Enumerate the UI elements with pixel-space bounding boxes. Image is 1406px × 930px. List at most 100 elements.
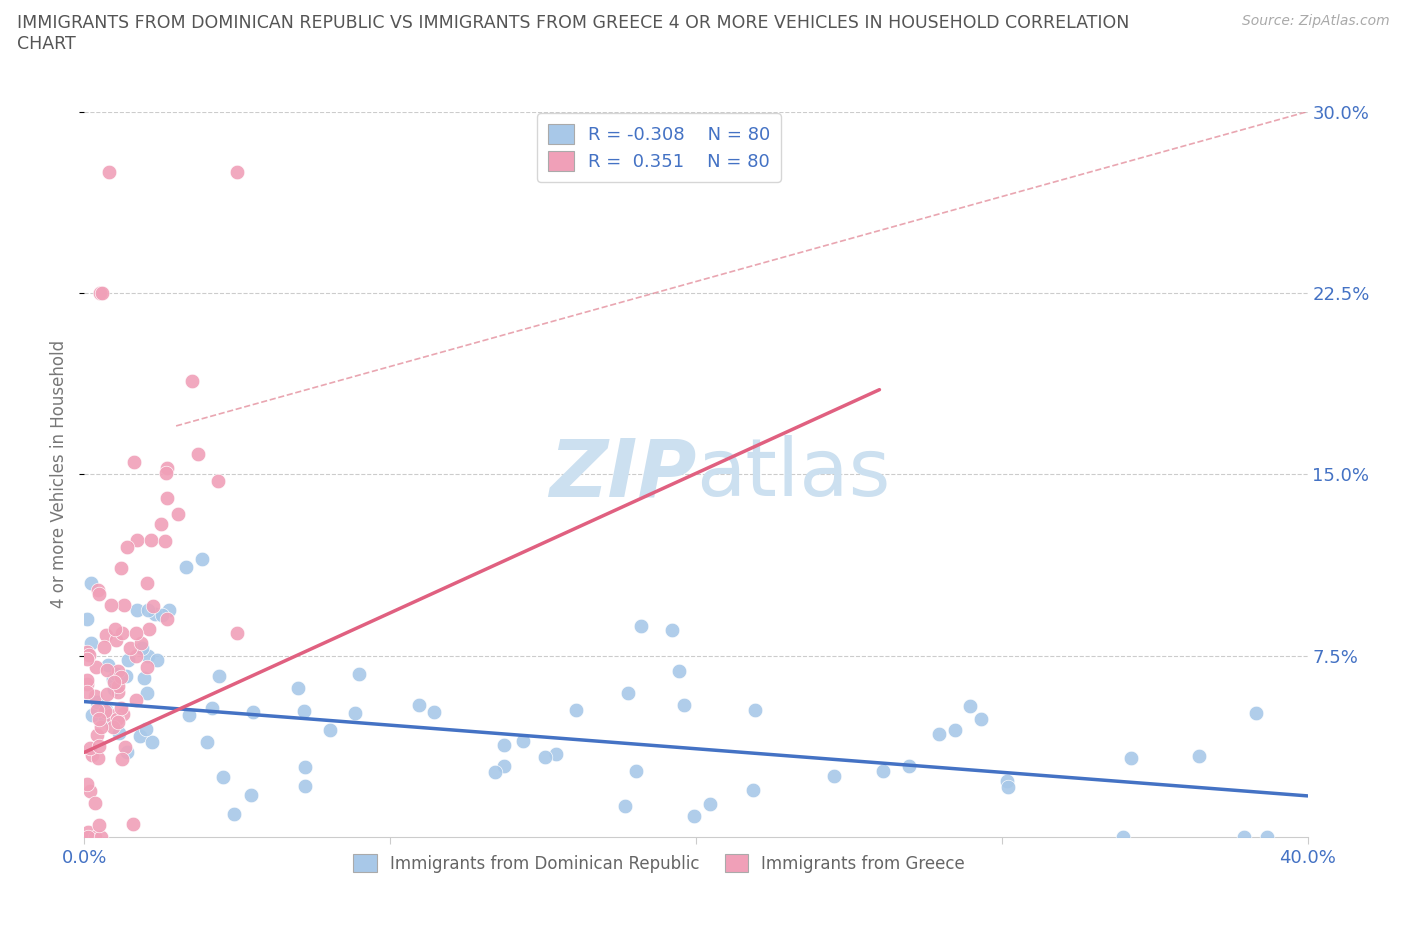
- Point: [79, 635, 101, 650]
- Point: [1256, 830, 1278, 844]
- Point: [94, 628, 117, 643]
- Text: ZIP: ZIP: [548, 435, 696, 513]
- Point: [146, 653, 169, 668]
- Point: [344, 705, 367, 720]
- Point: [997, 780, 1019, 795]
- Point: [156, 612, 179, 627]
- Point: [105, 632, 128, 647]
- Point: [96, 702, 118, 717]
- Point: [128, 728, 150, 743]
- Point: [129, 635, 152, 650]
- Point: [212, 769, 235, 784]
- Point: [292, 704, 315, 719]
- Point: [626, 764, 648, 778]
- Text: IMMIGRANTS FROM DOMINICAN REPUBLIC VS IMMIGRANTS FROM GREECE 4 OR MORE VEHICLES : IMMIGRANTS FROM DOMINICAN REPUBLIC VS IM…: [17, 14, 1129, 32]
- Point: [77, 824, 100, 839]
- Point: [614, 798, 637, 813]
- Point: [101, 720, 124, 735]
- Point: [207, 473, 229, 488]
- Point: [111, 707, 134, 722]
- Point: [180, 374, 202, 389]
- Point: [107, 684, 129, 699]
- Point: [494, 759, 516, 774]
- Point: [494, 737, 516, 752]
- Point: [121, 817, 143, 831]
- Point: [177, 708, 200, 723]
- Point: [94, 711, 117, 726]
- Point: [319, 723, 342, 737]
- Point: [97, 658, 120, 672]
- Point: [107, 664, 129, 679]
- Point: [107, 711, 129, 726]
- Point: [616, 685, 638, 700]
- Point: [959, 698, 981, 713]
- Point: [77, 647, 100, 662]
- Point: [76, 611, 98, 626]
- Point: [87, 711, 110, 726]
- Point: [96, 686, 118, 701]
- Point: [699, 797, 721, 812]
- Point: [150, 608, 173, 623]
- Y-axis label: 4 or more Vehicles in Household: 4 or more Vehicles in Household: [51, 340, 69, 608]
- Point: [136, 649, 159, 664]
- Point: [90, 830, 112, 844]
- Point: [118, 641, 141, 656]
- Point: [87, 817, 110, 832]
- Point: [80, 576, 103, 591]
- Point: [108, 726, 131, 741]
- Point: [898, 759, 921, 774]
- Text: Source: ZipAtlas.com: Source: ZipAtlas.com: [1241, 14, 1389, 28]
- Point: [80, 708, 103, 723]
- Point: [141, 735, 163, 750]
- Point: [93, 640, 115, 655]
- Point: [222, 806, 245, 821]
- Point: [143, 607, 166, 622]
- Point: [89, 739, 111, 754]
- Point: [195, 735, 218, 750]
- Point: [174, 559, 197, 574]
- Point: [93, 703, 115, 718]
- Point: [208, 669, 231, 684]
- Point: [872, 764, 894, 778]
- Point: [117, 653, 139, 668]
- Point: [114, 740, 136, 755]
- Point: [104, 622, 127, 637]
- Point: [101, 671, 124, 686]
- Legend: Immigrants from Dominican Republic, Immigrants from Greece: Immigrants from Dominican Republic, Immi…: [347, 847, 972, 880]
- Point: [84, 795, 107, 810]
- Point: [107, 715, 129, 730]
- Point: [156, 491, 179, 506]
- Text: CHART: CHART: [17, 35, 76, 53]
- Point: [115, 669, 138, 684]
- Point: [110, 700, 132, 715]
- Point: [77, 830, 100, 844]
- Point: [136, 576, 159, 591]
- Point: [87, 582, 110, 597]
- Point: [76, 677, 98, 692]
- Point: [76, 652, 98, 667]
- Point: [112, 598, 135, 613]
- Point: [191, 551, 214, 566]
- Point: [86, 727, 108, 742]
- Point: [823, 768, 845, 783]
- Point: [124, 648, 146, 663]
- Point: [124, 455, 146, 470]
- Point: [544, 747, 567, 762]
- Point: [668, 663, 690, 678]
- Point: [484, 765, 506, 780]
- Point: [76, 684, 98, 699]
- Point: [83, 830, 105, 844]
- Point: [1112, 830, 1135, 844]
- Point: [100, 598, 122, 613]
- Point: [111, 751, 134, 766]
- Point: [127, 602, 149, 617]
- Point: [80, 747, 103, 762]
- Point: [96, 662, 118, 677]
- Point: [111, 626, 134, 641]
- Point: [83, 688, 105, 703]
- Point: [423, 705, 446, 720]
- Point: [150, 517, 173, 532]
- Point: [87, 751, 110, 765]
- Point: [107, 678, 129, 693]
- Point: [138, 621, 160, 636]
